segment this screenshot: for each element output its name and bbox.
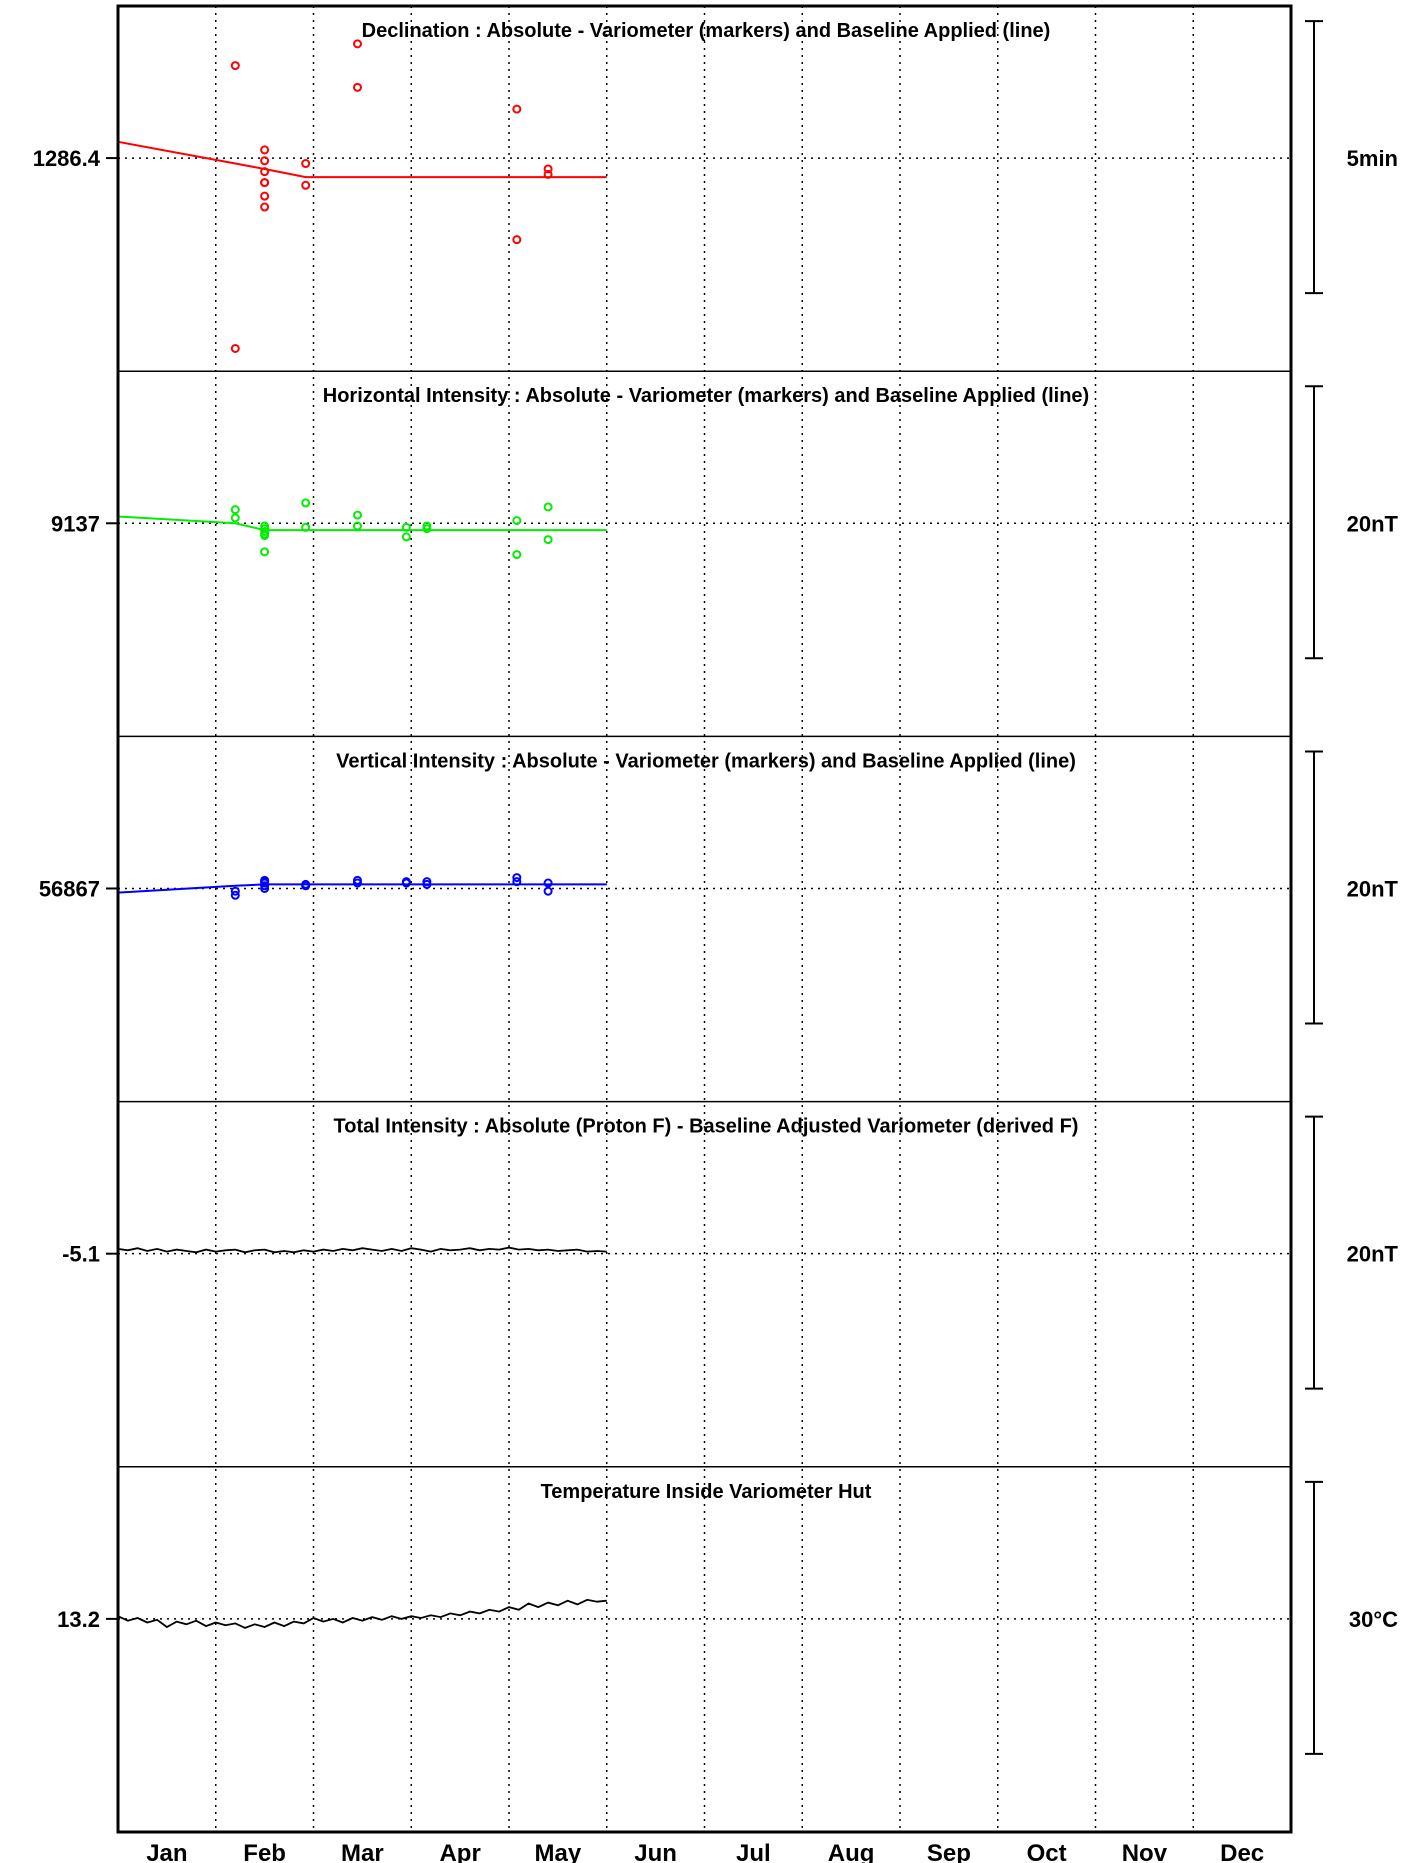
panels: 1286.4 Declination : Absolute - Variomete… — [33, 20, 1399, 1755]
data-marker — [260, 156, 270, 166]
panel-title: Horizontal Intensity : Absolute - Variom… — [323, 385, 1089, 407]
reference-value-label: 1286.4 — [33, 146, 101, 171]
x-tick-label: Sep — [927, 1840, 971, 1863]
data-marker — [543, 886, 553, 896]
reference-value-label: 9137 — [51, 511, 100, 536]
scale-label: 20nT — [1347, 1242, 1399, 1267]
data-marker — [260, 178, 270, 188]
data-marker — [543, 502, 553, 512]
panel-title: Vertical Intensity : Absolute - Variomet… — [336, 750, 1076, 772]
data-marker — [352, 39, 362, 49]
plot-frame — [116, 4, 1293, 1834]
reference-value-label: 56867 — [39, 876, 100, 901]
data-marker — [401, 877, 411, 887]
data-marker — [512, 104, 522, 114]
data-marker — [512, 873, 522, 883]
data-marker — [260, 145, 270, 155]
data-marker — [260, 877, 270, 887]
data-marker — [230, 505, 240, 515]
data-marker — [543, 169, 553, 179]
panel-title: Temperature Inside Variometer Hut — [541, 1481, 872, 1503]
scale-label: 20nT — [1347, 511, 1399, 536]
data-marker — [230, 890, 240, 900]
x-tick-label: Jun — [634, 1840, 677, 1863]
data-marker — [352, 510, 362, 520]
data-marker — [301, 881, 311, 891]
data-marker — [301, 159, 311, 169]
data-marker — [543, 164, 553, 174]
data-marker — [512, 516, 522, 526]
data-marker — [230, 61, 240, 71]
data-marker — [230, 886, 240, 896]
data-marker — [301, 180, 311, 190]
x-tick-label: May — [535, 1840, 582, 1863]
data-marker — [230, 343, 240, 353]
scale-label: 20nT — [1347, 876, 1399, 901]
panel-temperature: 13.2 Temperature Inside Variometer Hut 30°… — [57, 1466, 1398, 1755]
data-marker — [301, 522, 311, 532]
data-marker — [260, 167, 270, 177]
series-line — [117, 1598, 607, 1629]
x-axis: Jan Feb Mar Apr May Jun Jul Aug Sep Oct Nov Dec — [146, 1840, 1264, 1863]
x-tick-label: Oct — [1027, 1840, 1067, 1863]
data-marker — [512, 877, 522, 887]
data-marker — [422, 879, 432, 889]
baseline-line — [117, 515, 607, 532]
data-marker — [260, 191, 270, 201]
x-tick-label: Jul — [736, 1840, 771, 1863]
data-marker — [401, 532, 411, 542]
data-marker — [230, 513, 240, 523]
panel-declination: 1286.4 Declination : Absolute - Variomete… — [33, 20, 1398, 353]
data-marker — [512, 550, 522, 560]
baseline-line — [117, 140, 607, 179]
data-marker — [260, 531, 270, 541]
data-marker — [352, 521, 362, 531]
x-tick-label: Apr — [439, 1840, 480, 1863]
x-tick-label: Jan — [146, 1840, 187, 1863]
panel-horizontal: 9137 Horizontal Intensity : Absolute - Va… — [51, 370, 1399, 660]
scale-label: 5min — [1347, 146, 1398, 171]
panel-total: -5.1 Total Intensity : Absolute (Proton F… — [62, 1100, 1399, 1390]
series-line — [117, 1246, 607, 1254]
grid-lines — [215, 6, 1194, 1832]
panel-title: Declination : Absolute - Variometer (mar… — [362, 20, 1051, 42]
data-marker — [352, 875, 362, 885]
scale-label: 30°C — [1349, 1607, 1398, 1632]
x-tick-label: Nov — [1122, 1840, 1168, 1863]
x-tick-label: Aug — [828, 1840, 875, 1863]
data-marker — [260, 202, 270, 212]
data-marker — [422, 521, 432, 531]
data-marker — [543, 878, 553, 888]
data-marker — [512, 235, 522, 245]
data-marker — [543, 535, 553, 545]
reference-value-label: 13.2 — [57, 1607, 100, 1632]
data-marker — [260, 547, 270, 557]
data-marker — [352, 82, 362, 92]
x-tick-label: Mar — [341, 1840, 384, 1863]
panel-title: Total Intensity : Absolute (Proton F) - … — [334, 1116, 1079, 1138]
x-tick-label: Feb — [243, 1840, 286, 1863]
panel-vertical: 56867 Vertical Intensity : Absolute - Var… — [39, 735, 1399, 1025]
data-marker — [301, 498, 311, 508]
baseline-line — [117, 883, 607, 894]
reference-value-label: -5.1 — [62, 1242, 100, 1267]
x-tick-label: Dec — [1220, 1840, 1264, 1863]
data-marker — [401, 522, 411, 532]
